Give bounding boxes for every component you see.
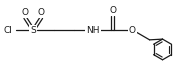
Text: Cl: Cl (3, 26, 12, 35)
Text: O: O (129, 26, 136, 35)
Text: O: O (38, 8, 45, 17)
Text: S: S (30, 26, 36, 35)
Text: O: O (109, 6, 116, 15)
Text: NH: NH (86, 26, 100, 35)
Text: O: O (22, 8, 29, 17)
